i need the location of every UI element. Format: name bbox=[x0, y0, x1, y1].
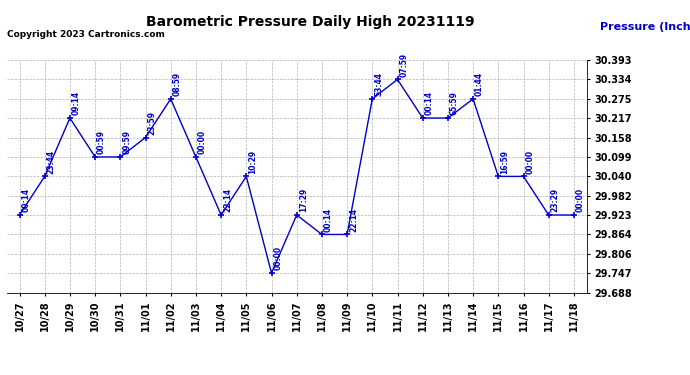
Text: Copyright 2023 Cartronics.com: Copyright 2023 Cartronics.com bbox=[7, 30, 165, 39]
Text: 09:14: 09:14 bbox=[72, 91, 81, 116]
Text: 22:14: 22:14 bbox=[223, 188, 232, 212]
Text: 17:29: 17:29 bbox=[299, 188, 308, 212]
Text: 07:59: 07:59 bbox=[400, 53, 408, 77]
Text: 53:44: 53:44 bbox=[374, 72, 384, 96]
Text: 65:59: 65:59 bbox=[450, 92, 459, 116]
Text: 00:59: 00:59 bbox=[97, 130, 106, 154]
Text: 09:59: 09:59 bbox=[122, 130, 131, 154]
Text: 23:59: 23:59 bbox=[148, 111, 157, 135]
Text: 00:00: 00:00 bbox=[576, 188, 585, 212]
Text: 00:00: 00:00 bbox=[198, 130, 207, 154]
Text: 00:14: 00:14 bbox=[324, 208, 333, 232]
Text: Pressure (Inches/Hg): Pressure (Inches/Hg) bbox=[600, 22, 690, 33]
Text: 00:00: 00:00 bbox=[273, 246, 282, 270]
Text: Barometric Pressure Daily High 20231119: Barometric Pressure Daily High 20231119 bbox=[146, 15, 475, 29]
Text: 22:14: 22:14 bbox=[349, 208, 358, 232]
Text: 00:14: 00:14 bbox=[425, 91, 434, 116]
Text: 10:29: 10:29 bbox=[248, 150, 257, 174]
Text: 00:00: 00:00 bbox=[526, 150, 535, 174]
Text: 00:14: 00:14 bbox=[21, 188, 30, 212]
Text: 01:44: 01:44 bbox=[475, 72, 484, 96]
Text: 23:29: 23:29 bbox=[551, 188, 560, 212]
Text: 16:59: 16:59 bbox=[500, 150, 509, 174]
Text: 08:59: 08:59 bbox=[172, 72, 181, 96]
Text: 23:44: 23:44 bbox=[47, 150, 56, 174]
